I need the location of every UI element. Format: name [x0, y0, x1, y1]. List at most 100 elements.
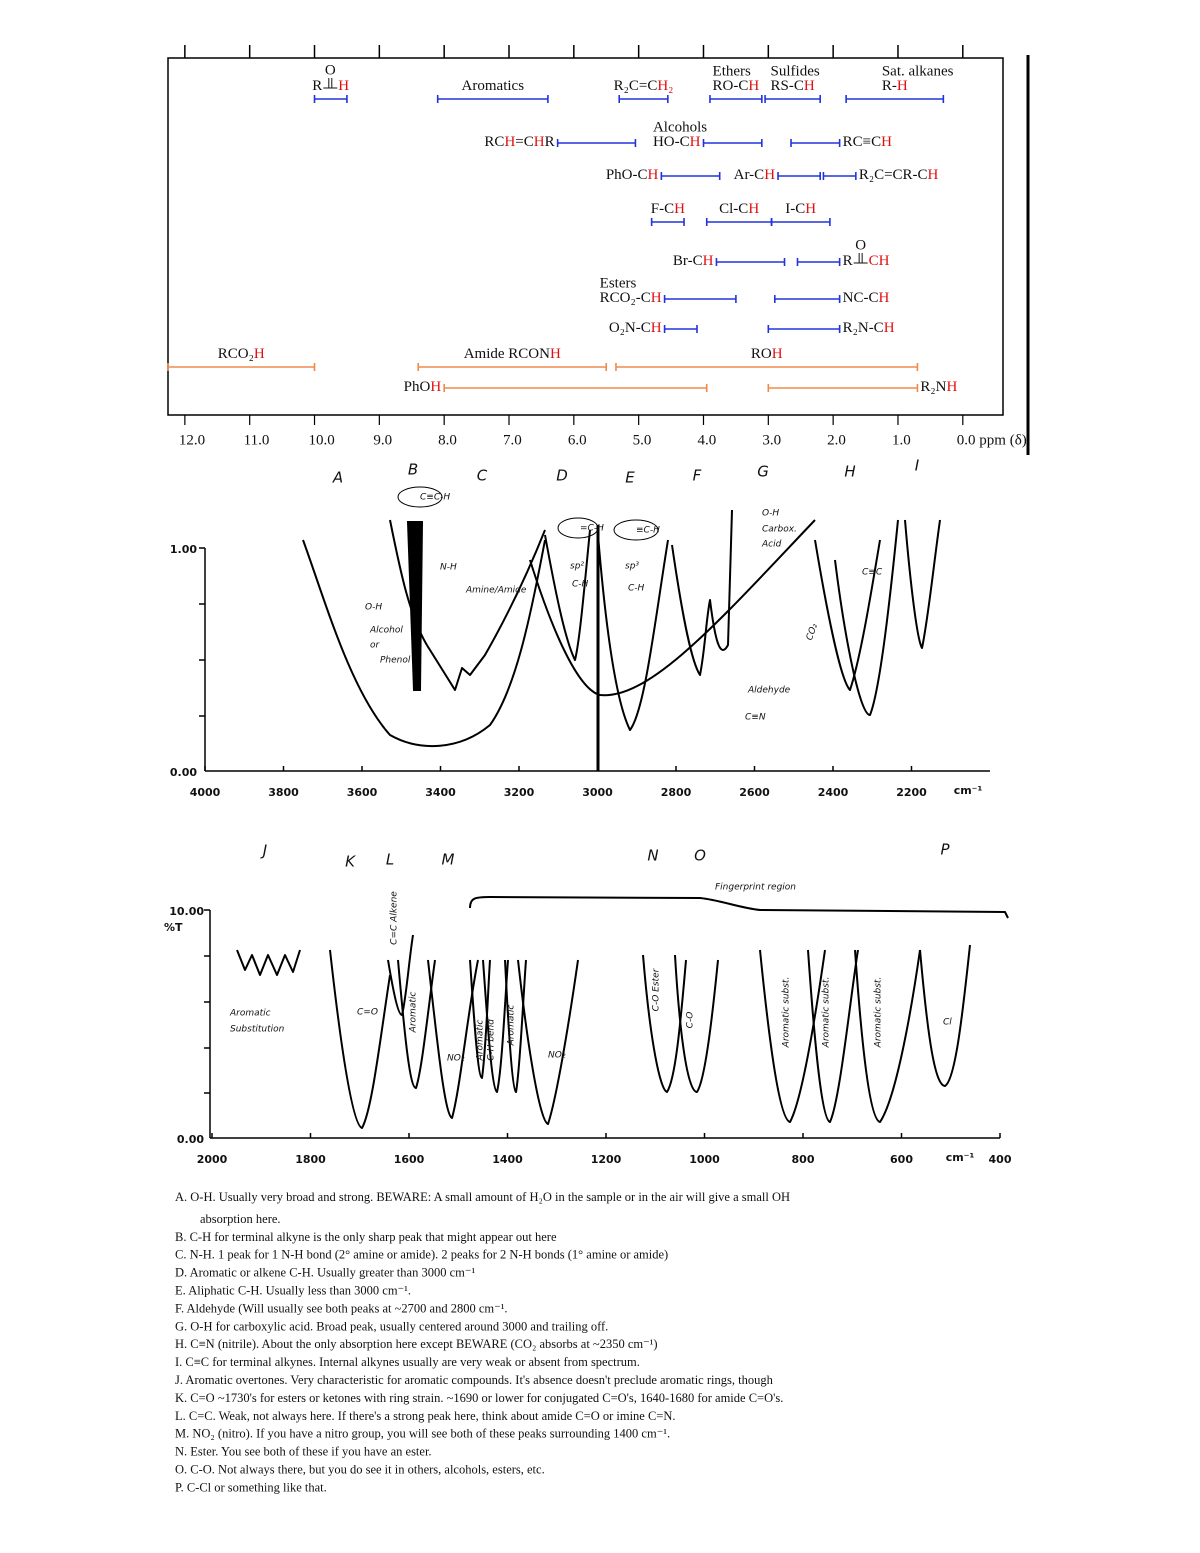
range-bar: [777, 172, 821, 180]
label-part: RCO₂-C: [600, 290, 651, 306]
range-label: F-CH: [651, 201, 685, 217]
range-bar: [767, 384, 919, 392]
x-tick-label: 1800: [295, 1153, 326, 1166]
footnote-line: J. Aromatic overtones. Very characterist…: [175, 1373, 774, 1387]
range-heading: Esters: [600, 275, 637, 291]
handwritten-note: Phenol: [380, 656, 411, 666]
x-tick-label: 2600: [739, 786, 770, 799]
handwritten-note: C-H: [572, 580, 589, 590]
label-part: CH: [869, 253, 890, 269]
range-bar: [436, 95, 549, 103]
y-top-label: 1.00: [170, 543, 197, 556]
label-part: I-C: [785, 201, 805, 217]
x-tick-label: 400: [989, 1153, 1012, 1166]
handwritten-note: C≡C-H: [420, 493, 450, 503]
range-label: ROH: [751, 346, 783, 362]
label-part: H: [748, 201, 759, 217]
region-letter: D: [556, 467, 568, 485]
footnote-line: K. C=O ~1730's for esters or ketones wit…: [175, 1391, 783, 1405]
region-letter: E: [625, 469, 635, 487]
footnote-line: E. Aliphatic C-H. Usually less than 3000…: [175, 1283, 411, 1297]
x-tick-label: 6.0: [568, 432, 587, 448]
range-bar: [615, 363, 919, 371]
label-part: PhO-C: [606, 167, 648, 183]
handwritten-note: Alcohol: [369, 626, 403, 636]
handwritten-note: O-H: [365, 603, 382, 613]
label-part: H: [748, 78, 759, 94]
region-letter: J: [260, 842, 267, 860]
handwritten-note: =C-H: [580, 524, 604, 534]
label-part: H: [804, 78, 815, 94]
label-part: RC: [484, 134, 504, 150]
carbonyl-bond: [323, 78, 338, 89]
footnote-line: absorption here.: [200, 1212, 281, 1226]
handwritten-note: C=O: [357, 1008, 378, 1018]
y-bottom-label: 0.00: [177, 1133, 204, 1146]
range-bar: [709, 95, 763, 103]
handwritten-note: Aromatic: [229, 1009, 271, 1019]
ir-curves-2: [236, 896, 1009, 1129]
region-letter: C: [477, 467, 488, 485]
range-label: PhO-CH: [606, 167, 659, 183]
y-bottom-label: 0.00: [170, 766, 197, 779]
handwritten-note: sp³: [625, 562, 639, 572]
label-part: H: [651, 320, 662, 336]
x-tick-label: 3.0: [762, 432, 781, 448]
handwritten-note: C≡C: [862, 568, 883, 578]
range-label: R₂N-CH: [843, 320, 895, 336]
range-label: RCO₂H: [218, 346, 265, 362]
label-part: H: [881, 134, 892, 150]
range-label: Cl-CH: [719, 201, 759, 217]
footnote-line: O. C-O. Not always there, but you do see…: [175, 1462, 545, 1476]
range-bar: [417, 363, 608, 371]
range-bar: [660, 172, 721, 180]
x-tick-label: 2.0: [827, 432, 846, 448]
region-letter: F: [693, 467, 702, 485]
range-label: R-H: [882, 78, 908, 94]
footnote-line: D. Aromatic or alkene C-H. Usually great…: [175, 1266, 475, 1280]
handwritten-note: NO₂: [548, 1051, 566, 1061]
label-part: F-C: [651, 201, 674, 217]
range-label: RO-CH: [713, 78, 760, 94]
range-bar: [796, 258, 841, 266]
region-letter: H: [844, 463, 855, 481]
handwritten-note: Aromatic subst.: [782, 977, 792, 1049]
label-part: RO-C: [713, 78, 749, 94]
label-part: PhO: [404, 379, 431, 395]
range-bar: [167, 363, 316, 371]
label-part: =C: [515, 134, 533, 150]
label-part: H: [254, 346, 265, 362]
label-part: RCO₂: [218, 346, 254, 362]
label-part: R₂C=C: [614, 78, 658, 94]
range-label: RCH=CHR: [484, 134, 554, 150]
range-bar: [443, 384, 708, 392]
x-tick-label: 1.0: [892, 432, 911, 448]
range-bar: [715, 258, 786, 266]
x-tick-label: 12.0: [179, 432, 205, 448]
label-part: H: [690, 134, 701, 150]
range-label: RS-CH: [771, 78, 815, 94]
region-letter: L: [386, 851, 394, 869]
handwritten-note: C-H: [628, 584, 645, 594]
x-tick-label: 1000: [689, 1153, 720, 1166]
label-part: HO-C: [653, 134, 690, 150]
range-label: Amide RCONH: [464, 346, 561, 362]
x-tick-label: 1400: [492, 1153, 523, 1166]
handwritten-note: Amine/Amide: [465, 586, 527, 596]
x-tick-label: 4000: [190, 786, 221, 799]
x-tick-label: 5.0: [633, 432, 652, 448]
footnote-line: G. O-H for carboxylic acid. Broad peak, …: [175, 1319, 608, 1333]
range-bar: [663, 325, 698, 333]
label-part: RC≡C: [843, 134, 881, 150]
region-letter: P: [940, 841, 950, 859]
label-part: H: [878, 290, 889, 306]
handwritten-note: Aromatic subst.: [874, 977, 884, 1049]
range-label: R₂NH: [920, 379, 957, 395]
x-tick-label: 10.0: [309, 432, 335, 448]
label-part: R: [843, 253, 853, 269]
x-tick-label: 600: [890, 1153, 913, 1166]
range-bar: [663, 295, 737, 303]
label-part: H: [772, 346, 783, 362]
label-part: H: [674, 201, 685, 217]
label-part: H₂: [657, 78, 673, 94]
